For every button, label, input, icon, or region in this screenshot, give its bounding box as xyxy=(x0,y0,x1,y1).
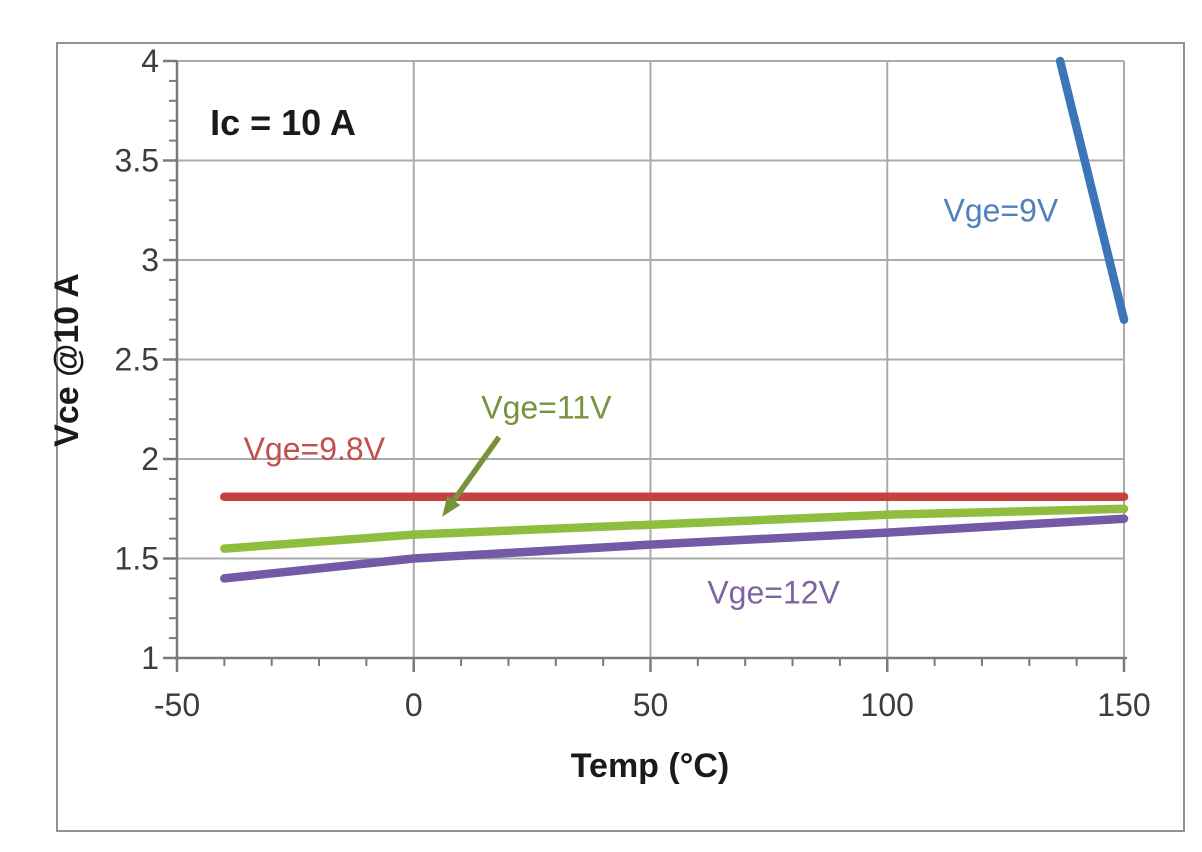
series-label-vge-11v: Vge=11V xyxy=(481,389,612,425)
x-tick-label: 150 xyxy=(1097,687,1150,723)
x-tick-label: 100 xyxy=(861,687,914,723)
figure-border xyxy=(56,42,1185,832)
x-tick-label: 0 xyxy=(405,687,423,723)
axes xyxy=(163,59,1127,672)
annotation-arrow-head xyxy=(442,495,461,517)
series-label-vge-9v: Vge=9V xyxy=(944,192,1059,228)
y-tick-label: 1 xyxy=(141,640,159,676)
y-tick-label: 2 xyxy=(141,441,159,477)
y-tick-label: 3 xyxy=(141,242,159,278)
y-axis-title: Vce @10 A xyxy=(48,273,86,447)
x-tick-label: -50 xyxy=(154,687,200,723)
series-line-vge-12v xyxy=(220,514,1129,583)
series-label-vge-12v: Vge=12V xyxy=(707,574,840,610)
annotation-arrow-shaft xyxy=(451,435,502,503)
y-tick-label: 4 xyxy=(141,43,159,79)
series-line-vge-11v xyxy=(220,504,1129,553)
x-tick-label: 50 xyxy=(633,687,669,723)
y-tick-label: 3.5 xyxy=(115,143,159,179)
series-line-vge-9v xyxy=(1055,56,1129,324)
x-axis-title: Temp (°C) xyxy=(571,747,729,785)
series-group: Vge=9V Vge=9.8V Vge=11V Vge=12V xyxy=(220,56,1129,610)
tick-labels: -50 0 50 100 150 1 1.5 2 2.5 3 3.5 4 xyxy=(115,43,1151,723)
y-tick-label: 2.5 xyxy=(115,342,159,378)
y-tick-label: 1.5 xyxy=(115,541,159,577)
series-label-vge-9-8v: Vge=9.8V xyxy=(244,431,386,467)
ic-annotation: Ic = 10 A xyxy=(210,102,356,143)
annotations xyxy=(442,435,502,517)
